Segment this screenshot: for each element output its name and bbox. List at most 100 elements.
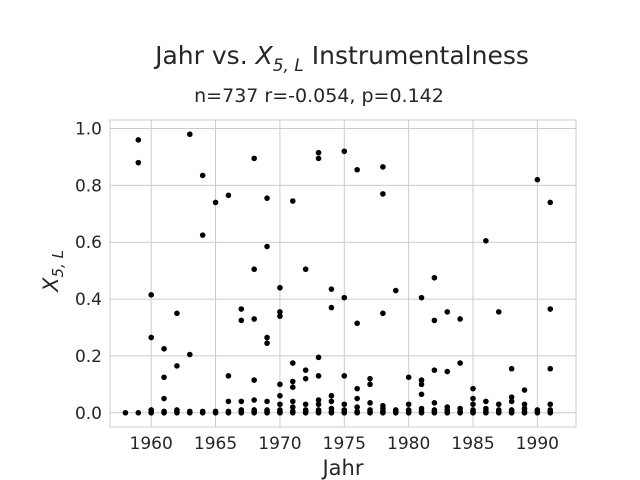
data-point	[289, 408, 296, 415]
title-variable: X	[254, 41, 274, 70]
data-point	[135, 409, 142, 416]
x-tick-label: 1980	[387, 434, 430, 454]
data-point	[174, 407, 180, 413]
x-axis-label: Jahr	[320, 456, 363, 480]
data-point	[354, 166, 360, 173]
data-point	[508, 394, 515, 400]
data-point	[289, 398, 296, 405]
data-point	[174, 310, 180, 317]
data-point	[495, 407, 502, 413]
data-point	[251, 377, 257, 383]
data-point	[251, 397, 257, 403]
data-point	[187, 408, 193, 415]
data-point	[508, 365, 515, 372]
data-point	[431, 317, 438, 324]
y-axis-variable-subscript: 5, L	[49, 250, 67, 277]
data-point	[315, 373, 322, 379]
x-tick-label: 1985	[451, 434, 494, 454]
data-point	[405, 374, 412, 381]
data-point	[534, 407, 541, 413]
data-point	[161, 395, 167, 402]
data-point	[315, 401, 322, 408]
data-point	[457, 405, 463, 412]
data-point	[354, 404, 360, 410]
data-point	[328, 304, 335, 311]
data-point	[212, 408, 219, 415]
data-point	[289, 384, 296, 391]
data-point	[470, 385, 476, 392]
data-point	[380, 191, 386, 197]
data-point	[328, 405, 335, 412]
data-point	[392, 407, 399, 413]
data-point	[315, 397, 322, 403]
title-variable-subscript: 5, L	[273, 56, 304, 76]
data-point	[431, 400, 438, 406]
data-point	[161, 374, 167, 381]
data-point	[521, 405, 528, 412]
data-point	[418, 377, 425, 383]
data-point	[148, 334, 154, 341]
data-point	[238, 407, 245, 413]
data-point	[547, 306, 554, 312]
x-tick-label: 1975	[323, 434, 366, 454]
data-point	[547, 199, 554, 206]
data-point	[315, 155, 322, 162]
data-point	[354, 395, 360, 402]
data-point	[148, 292, 154, 298]
data-point	[225, 398, 232, 405]
data-point	[521, 401, 528, 408]
data-point	[225, 408, 232, 415]
data-point	[302, 367, 309, 373]
data-point	[289, 404, 296, 410]
data-point	[289, 360, 296, 366]
data-point	[277, 381, 283, 388]
data-point	[444, 368, 451, 375]
data-point	[174, 363, 180, 369]
data-points	[122, 131, 554, 416]
y-tick-label: 0.2	[75, 347, 102, 367]
data-point	[341, 401, 348, 408]
grid-layer	[110, 120, 576, 427]
y-tick-label: 0.4	[75, 290, 102, 310]
data-point	[418, 381, 425, 388]
data-point	[444, 404, 451, 410]
data-point	[380, 310, 386, 317]
data-point	[495, 309, 502, 315]
data-point	[380, 402, 386, 409]
data-point	[418, 391, 425, 398]
data-point	[212, 199, 219, 206]
data-point	[289, 198, 296, 204]
data-point	[341, 148, 348, 155]
data-point	[328, 398, 335, 405]
data-point	[367, 407, 373, 413]
data-point	[251, 155, 257, 162]
data-point	[392, 287, 399, 294]
data-point	[547, 365, 554, 372]
data-point	[380, 164, 386, 170]
data-point	[354, 320, 360, 327]
data-point	[315, 407, 322, 413]
data-point	[187, 351, 193, 358]
data-point	[470, 395, 476, 402]
data-point	[483, 398, 489, 405]
data-point	[302, 266, 309, 273]
data-point	[251, 316, 257, 322]
y-tick-label: 0.6	[75, 233, 102, 253]
y-tick-label: 1.0	[75, 120, 102, 140]
data-point	[508, 407, 515, 413]
data-point	[264, 407, 270, 413]
x-tick-label: 1970	[258, 434, 301, 454]
data-point	[161, 408, 167, 415]
title-suffix: Instrumentalness	[304, 41, 529, 70]
data-point	[302, 375, 309, 382]
data-point	[431, 407, 438, 413]
data-point	[495, 401, 502, 408]
data-point	[431, 274, 438, 281]
x-tick-label: 1965	[194, 434, 237, 454]
data-point	[367, 375, 373, 382]
data-point	[534, 176, 541, 183]
x-tick-labels: 1960 1965 1970 1975 1980 1985 1990	[130, 434, 559, 454]
data-point	[418, 405, 425, 412]
x-tick-label: 1990	[516, 434, 559, 454]
